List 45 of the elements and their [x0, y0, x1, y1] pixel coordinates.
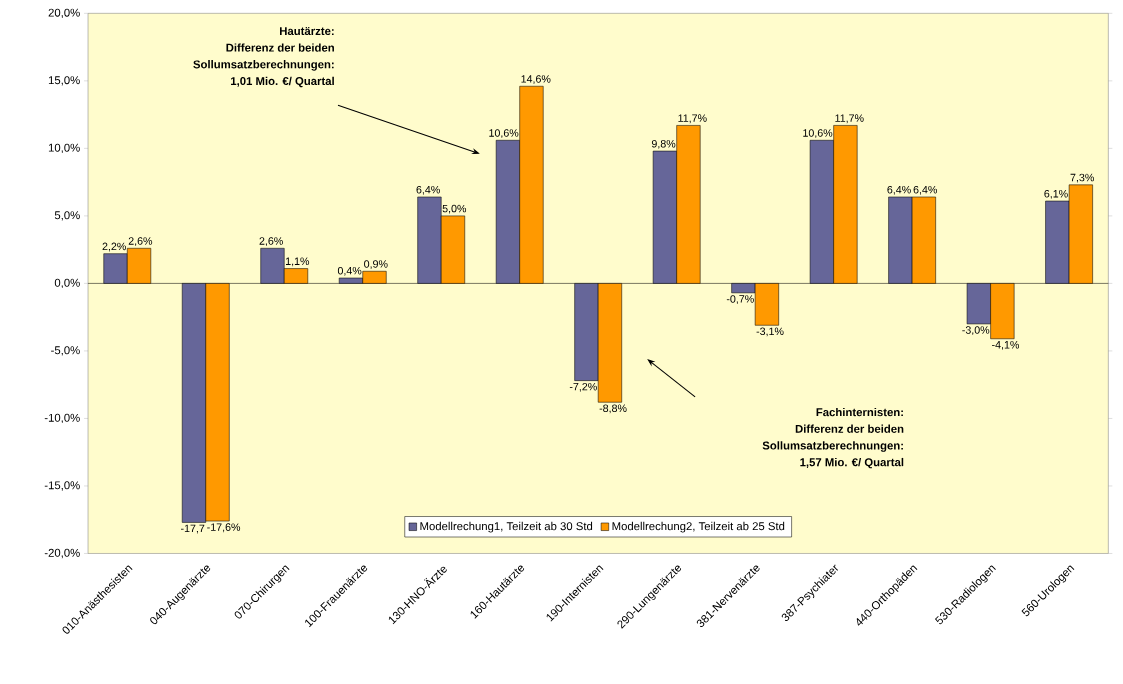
data-label: 7,3%: [1070, 173, 1094, 183]
y-tick-label: 5,0%: [54, 211, 80, 221]
data-label: 0,9%: [364, 260, 388, 269]
y-tick-label: -20,0%: [44, 548, 80, 559]
data-label: 9,8%: [651, 139, 676, 149]
annotation: 1,01 Mio. €/ Quartal: [231, 76, 334, 88]
y-tick-label: 10,0%: [48, 143, 80, 153]
data-label: 5,0%: [442, 204, 467, 214]
data-label: 2,2%: [102, 242, 126, 252]
data-label: 1,1%: [286, 257, 310, 267]
data-label: -8,8%: [599, 404, 627, 414]
annotation: Hautärzte:: [280, 27, 334, 35]
data-label: 14,6%: [521, 75, 551, 84]
annotation: Fachinternisten:: [816, 407, 903, 417]
data-label: 11,7%: [678, 114, 707, 124]
data-label: -17,7: [180, 524, 205, 534]
data-label: -17,6%: [207, 523, 241, 533]
annotation: Differenz der beiden: [226, 43, 334, 52]
data-label: 6,4%: [887, 185, 911, 195]
data-label: 11,7%: [835, 114, 864, 124]
data-label: 10,6%: [803, 129, 833, 138]
annotation: Sollumsatzberechnungen:: [762, 441, 903, 452]
y-tick-label: -5,0%: [51, 346, 80, 356]
y-tick-label: 20,0%: [48, 8, 80, 18]
data-label: -7,2%: [569, 382, 597, 392]
legend-label: Modellrechung1, Teilzeit ab 30 Std: [420, 521, 593, 533]
data-label: -0,7%: [726, 295, 754, 304]
data-label: -3,1%: [756, 327, 784, 337]
annotation: 1,57 Mio. €/ Quartal: [800, 457, 904, 469]
y-tick-label: 15,0%: [48, 76, 80, 86]
y-tick-label: -15,0%: [44, 481, 80, 491]
data-label: 10,6%: [489, 129, 519, 138]
annotation: Differenz der beiden: [795, 424, 904, 433]
data-label: 0,4%: [337, 266, 362, 276]
data-label: 2,6%: [259, 237, 283, 246]
legend-label: Modellrechung2, Teilzeit ab 25 Std: [612, 521, 785, 533]
data-label: 6,4%: [416, 185, 440, 195]
data-label: 6,4%: [913, 185, 937, 195]
data-label: 2,6%: [128, 237, 153, 246]
y-tick-label: -10,0%: [44, 413, 80, 424]
data-label: -3,0%: [962, 326, 990, 335]
annotation: Sollumsatzberechnungen:: [193, 59, 334, 71]
data-label: 6,1%: [1044, 189, 1068, 199]
y-tick-label: 0,0%: [54, 278, 80, 288]
data-label: -4,1%: [992, 340, 1020, 350]
